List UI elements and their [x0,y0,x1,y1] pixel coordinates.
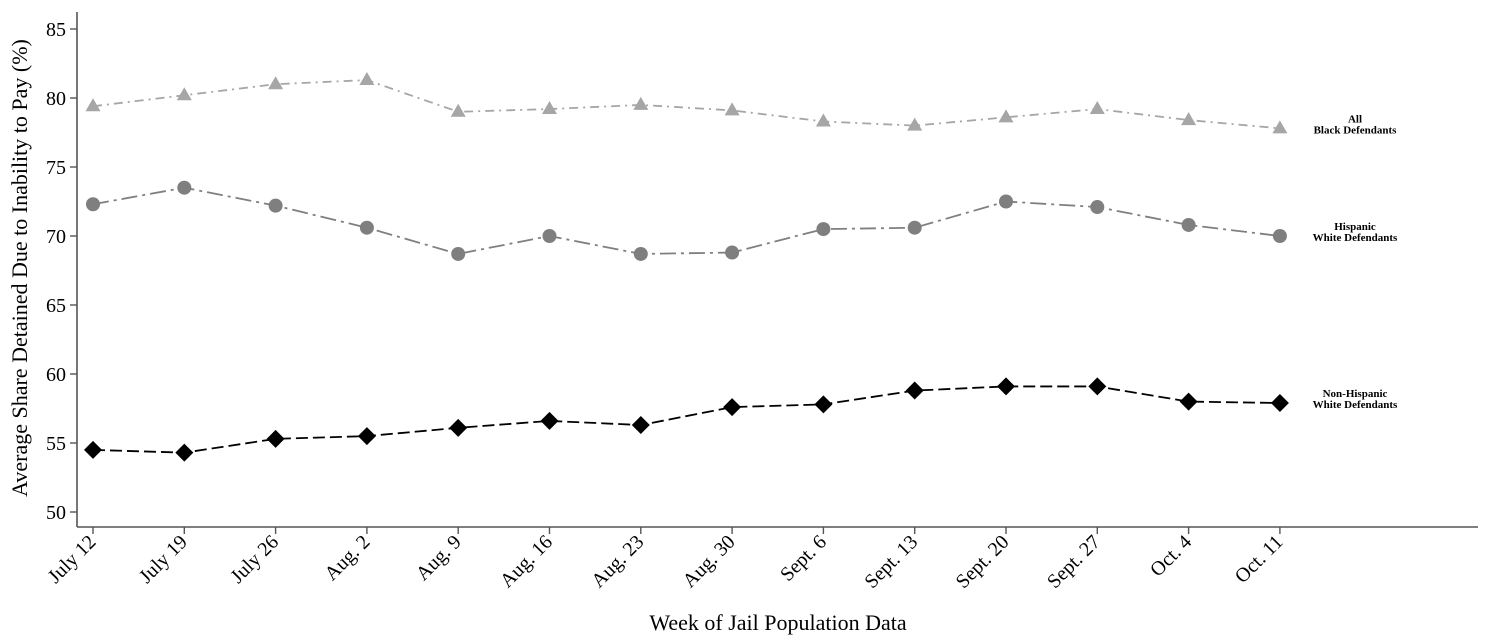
data-point-circle [1181,217,1196,232]
data-point-diamond [84,440,102,459]
data-point-circle [542,229,557,243]
series-line [92,385,1280,454]
x-tick-label: Sept. 20 [952,531,1014,593]
data-point-diamond [631,416,650,435]
y-tick-label: 70 [46,226,66,248]
data-point-circle [359,220,374,235]
series-label-line: Black Defendants [1314,124,1398,136]
y-tick-label: 60 [46,364,66,386]
data-point-triangle [1181,112,1197,126]
series-label-line: Hispanic [1334,221,1376,233]
data-point-diamond [266,429,285,448]
x-tick-label: Oct. 4 [1146,531,1196,581]
x-tick-label: July 19 [135,531,192,588]
x-tick-label: Aug. 30 [679,531,740,592]
series-1: All Black Defendants [85,72,1398,136]
y-tick-label: 80 [46,88,66,110]
x-tick-label: Aug. 23 [587,531,648,592]
data-point-triangle [359,72,375,86]
series-label-line: All [1348,113,1362,125]
series-label: All Black Defendants [1314,113,1398,136]
data-point-triangle [268,76,284,90]
data-point-circle [1272,229,1287,243]
x-tick-label: Aug. 2 [320,531,374,585]
x-ticks: July 12 July 19 July 26 Aug. 2 Aug. 9 Aug. 16… [44,527,1288,593]
series-label-line: White Defendants [1313,399,1398,411]
y-tick-label: 65 [46,295,66,317]
data-point-triangle [1089,101,1105,115]
data-point-triangle [724,102,740,116]
data-point-triangle [1272,120,1288,134]
x-tick-label: July 26 [226,531,283,588]
series-label-line: White Defendants [1313,232,1398,244]
y-tick-label: 85 [46,19,66,41]
series-2: Hispanic White Defendants [86,180,1398,261]
series-label: Hispanic White Defendants [1313,221,1398,244]
data-point-diamond [723,398,742,417]
y-axis: 50 55 60 65 70 75 80 85 [46,12,78,527]
x-tick-label: Sept. 13 [860,531,922,593]
x-tick-label: Sept. 6 [776,531,831,586]
data-point-circle [1090,200,1105,215]
x-tick-label: Sept. 27 [1043,531,1105,593]
data-point-circle [907,220,922,235]
data-point-triangle [907,117,923,131]
data-point-triangle [542,101,557,115]
x-axis-title: Week of Jail Population Data [649,610,907,635]
data-point-diamond [1270,393,1289,412]
data-point-diamond [175,443,194,462]
y-tick-label: 75 [46,157,66,179]
data-point-triangle [85,98,101,112]
x-tick-label: Oct. 11 [1231,531,1288,588]
data-point-triangle [815,113,831,127]
data-point-diamond [540,411,559,430]
data-point-circle [816,222,831,237]
data-point-circle [725,245,740,260]
data-point-circle [451,246,466,261]
data-point-circle [633,246,648,261]
data-point-circle [999,194,1013,209]
series-3: Non-Hispanic White Defendants [84,377,1398,462]
x-tick-label: Aug. 16 [496,531,557,592]
data-point-circle [86,197,100,212]
y-tick-label: 55 [46,433,66,455]
data-point-diamond [357,427,376,446]
data-point-circle [268,198,283,213]
data-point-diamond [814,395,833,414]
series-line [92,186,1281,255]
data-point-circle [177,180,192,195]
data-point-triangle [633,96,649,110]
x-tick-label: Aug. 9 [412,531,466,585]
data-point-triangle [450,103,466,117]
x-tick-label: July 12 [44,531,101,588]
series-label: Non-Hispanic White Defendants [1313,388,1398,411]
y-ticks: 50 55 60 65 70 75 80 85 [46,19,77,524]
series-label-line: Non-Hispanic [1323,388,1388,400]
data-point-diamond [1088,377,1107,396]
data-point-diamond [1179,392,1198,411]
data-point-diamond [449,418,468,437]
y-axis-title: Average Share Detained Due to Inability … [7,39,32,497]
data-point-triangle [998,109,1014,123]
y-tick-label: 50 [46,502,66,524]
data-point-diamond [997,377,1015,396]
x-axis: July 12 July 19 July 26 Aug. 2 Aug. 9 Aug. 16… [44,526,1478,593]
data-point-triangle [176,87,192,101]
data-point-diamond [905,381,924,400]
